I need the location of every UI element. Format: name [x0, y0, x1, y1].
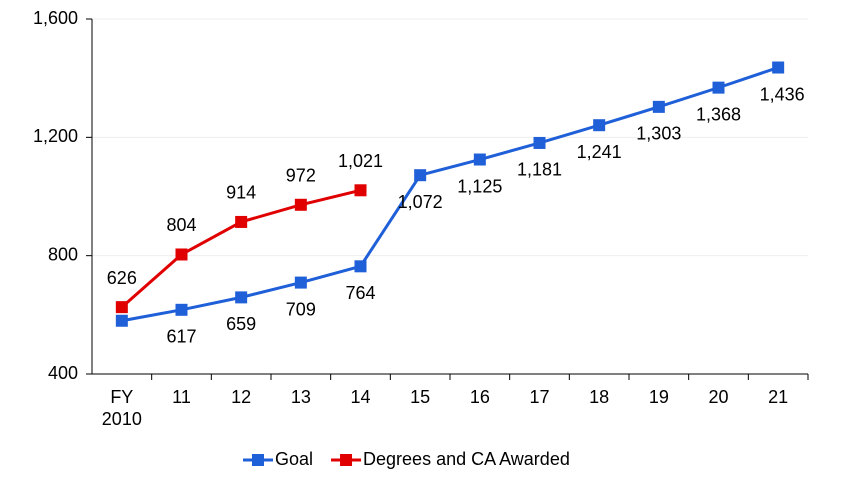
marker [772, 61, 785, 74]
data-label: 1,368 [696, 104, 741, 124]
marker [294, 198, 307, 211]
x-tick-label: 20 [708, 387, 729, 407]
y-tick-label: 400 [48, 363, 78, 383]
data-label: 709 [286, 299, 316, 319]
x-tick-label: 11 [172, 387, 191, 407]
marker [235, 215, 248, 228]
x-tick-label: 17 [529, 387, 550, 407]
x-tick-label: 15 [410, 387, 431, 407]
x-tick-label: 13 [290, 387, 311, 407]
marker [533, 136, 546, 149]
marker [115, 301, 128, 314]
x-tick-label: 12 [231, 387, 252, 407]
legend-marker [252, 454, 264, 466]
x-tick-label: 19 [648, 387, 669, 407]
data-label: 1,125 [457, 176, 502, 196]
marker [235, 291, 248, 304]
marker [115, 314, 128, 327]
y-tick-label: 800 [48, 244, 78, 264]
data-label: 804 [166, 215, 196, 235]
marker [294, 276, 307, 289]
x-tick-label: FY 2010 [101, 387, 142, 429]
data-label: 1,436 [760, 84, 805, 104]
marker [414, 169, 427, 182]
data-label: 1,072 [398, 192, 443, 212]
data-label: 1,241 [577, 142, 622, 162]
data-label: 764 [345, 283, 375, 303]
legend-label: Degrees and CA Awarded [363, 449, 570, 469]
data-label: 659 [226, 314, 256, 334]
series-line [121, 66, 779, 323]
y-tick-label: 1,600 [33, 8, 78, 28]
marker [473, 153, 486, 166]
marker [652, 100, 665, 113]
data-label: 1,021 [338, 151, 383, 171]
x-tick-label: 18 [589, 387, 610, 407]
data-label: 914 [226, 183, 256, 203]
x-tick-label: 16 [469, 387, 490, 407]
marker [175, 303, 188, 316]
marker [593, 119, 606, 132]
marker [354, 184, 367, 197]
legend-marker [340, 454, 353, 466]
data-label: 972 [286, 166, 316, 186]
marker [175, 248, 188, 261]
series-line [120, 188, 361, 309]
x-tick-label: 14 [350, 387, 371, 407]
data-label: 617 [166, 327, 196, 347]
legend-label: Goal [275, 449, 313, 469]
marker [354, 260, 367, 273]
data-label: 1,303 [636, 124, 681, 144]
x-tick-label: 21 [768, 387, 789, 407]
marker [712, 81, 725, 94]
y-tick-label: 1,200 [33, 126, 78, 146]
data-label: 626 [107, 268, 137, 288]
data-label: 1,181 [517, 160, 562, 180]
